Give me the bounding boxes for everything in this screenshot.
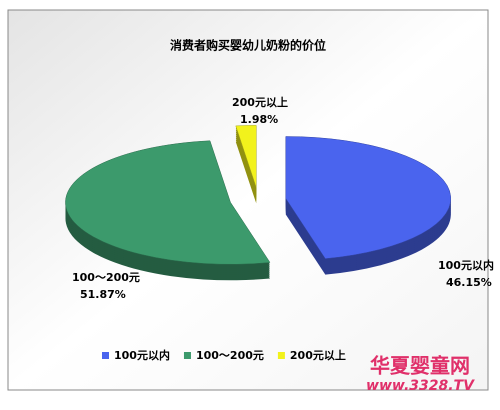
slice <box>65 140 271 265</box>
slice <box>285 136 451 259</box>
slice-category: 100～200元 <box>72 271 140 284</box>
legend-label: 200元以上 <box>290 348 346 362</box>
chart-title: 消费者购买婴幼儿奶粉的价位 <box>170 38 326 53</box>
watermark-url: www.3328.TV <box>366 378 475 394</box>
legend-label: 100元以内 <box>114 348 170 362</box>
legend-label: 100～200元 <box>196 349 264 362</box>
legend-marker <box>183 352 191 359</box>
watermark-name: 华夏婴童网 <box>370 354 470 378</box>
slice-value-label: 46.15% <box>446 276 492 289</box>
slice <box>235 125 257 188</box>
legend-marker <box>102 352 109 359</box>
slice-value-label: 1.98% <box>240 113 278 126</box>
slice-value-label: 51.87% <box>80 288 126 301</box>
slice-category: 100元以内 <box>438 258 494 272</box>
slice-category: 200元以上 <box>232 95 288 109</box>
legend-marker <box>277 352 285 359</box>
